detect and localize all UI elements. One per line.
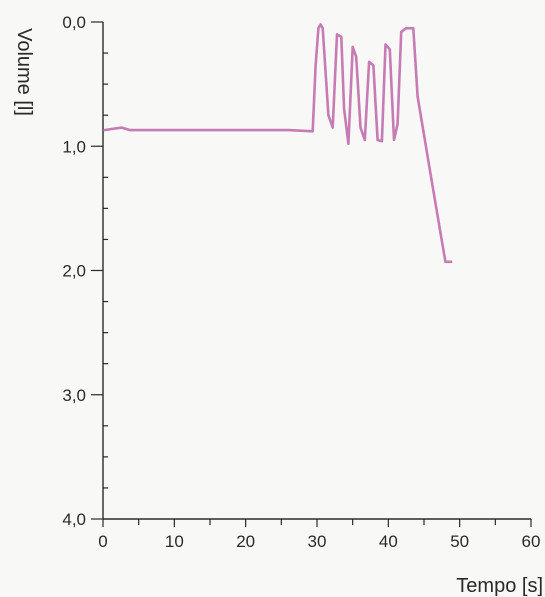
series — [103, 23, 453, 264]
y-tick-label: 1,0 — [62, 137, 86, 156]
x-axis-title: Tempo [s] — [456, 575, 543, 597]
y-tick-label: 0,0 — [62, 13, 86, 32]
x-tick-label: 30 — [308, 532, 327, 551]
tick-labels: 0 10 20 30 40 50 60 0,0 1,0 2,0 3,0 4,0 — [62, 13, 540, 551]
x-tick-label: 60 — [522, 532, 541, 551]
ticks — [91, 21, 532, 527]
axes — [102, 22, 531, 520]
x-tick-label: 40 — [379, 532, 398, 551]
volume-series-line — [103, 23, 453, 264]
y-tick-label: 2,0 — [62, 262, 86, 281]
y-tick-label: 4,0 — [62, 510, 86, 529]
x-tick-label: 50 — [450, 532, 469, 551]
x-tick-label: 0 — [98, 532, 107, 551]
y-axis-title: Volume [l] — [13, 28, 35, 116]
y-tick-label: 3,0 — [62, 386, 86, 405]
x-tick-label: 10 — [165, 532, 184, 551]
x-tick-label: 20 — [236, 532, 255, 551]
